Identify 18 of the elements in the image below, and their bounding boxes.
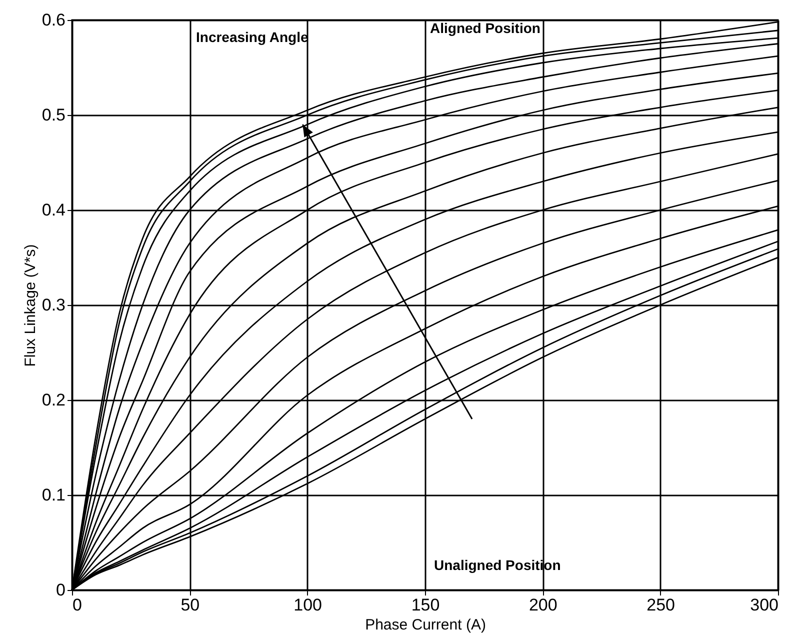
y-tick-label: 0 (56, 580, 66, 600)
y-tick-label: 0.5 (42, 106, 66, 124)
annotation: Aligned Position (430, 20, 540, 36)
x-tick-label: 250 (646, 596, 676, 614)
y-axis-title: Flux Linkage (V*s) (22, 244, 39, 367)
y-tick-label: 0.1 (42, 486, 66, 504)
y-tick-label: 0.6 (42, 10, 66, 30)
y-tick-label: 0.3 (42, 296, 66, 314)
annotation: Increasing Angle (196, 29, 308, 45)
x-tick-label: 50 (180, 596, 200, 614)
x-tick-label: 100 (294, 596, 322, 614)
x-tick-label: 0 (72, 596, 82, 614)
x-tick-label: 300 (750, 596, 778, 614)
y-tick-label: 0.4 (42, 200, 66, 220)
x-tick-label: 150 (411, 596, 440, 614)
x-axis-title: Phase Current (A) (365, 616, 486, 633)
y-tick-label: 0.2 (42, 390, 66, 410)
x-tick-label: 200 (528, 596, 558, 614)
